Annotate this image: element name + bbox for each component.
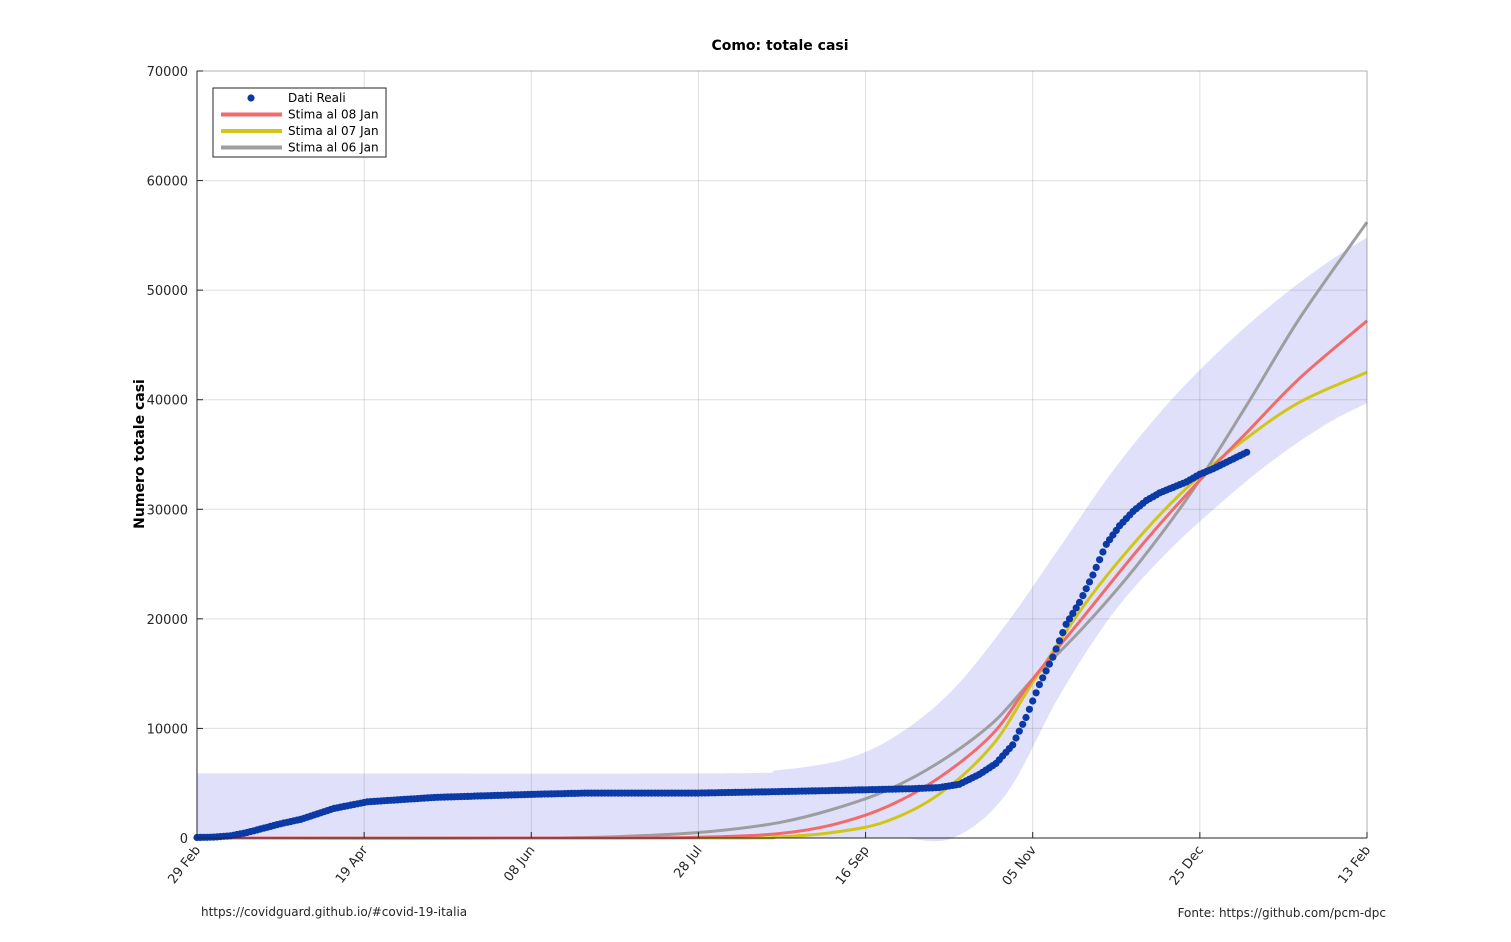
legend-label: Stima al 06 Jan xyxy=(288,141,379,155)
data-point xyxy=(1243,448,1251,456)
chart-title: Como: totale casi xyxy=(711,38,848,54)
data-point xyxy=(1072,604,1080,612)
y-tick-label: 50000 xyxy=(147,284,188,299)
legend-label: Stima al 08 Jan xyxy=(288,108,379,122)
data-point xyxy=(1075,598,1084,607)
x-tick-label: 08 Jun xyxy=(501,843,538,885)
x-tick-label: 13 Feb xyxy=(1335,843,1374,887)
y-axis-label: Numero totale casi xyxy=(132,379,148,529)
data-point xyxy=(1065,615,1074,623)
data-point xyxy=(1042,667,1050,675)
data-point xyxy=(1039,674,1047,682)
y-tick-label: 0 xyxy=(180,832,188,847)
data-point xyxy=(1055,637,1064,645)
legend-label: Dati Reali xyxy=(288,91,346,105)
footer-source-link: https://covidguard.github.io/#covid-19-i… xyxy=(201,905,468,919)
y-tick-label: 60000 xyxy=(147,175,188,190)
data-point xyxy=(1029,697,1037,705)
x-tick-label: 19 Apr xyxy=(333,843,372,887)
data-point xyxy=(1069,609,1077,618)
data-point xyxy=(1099,548,1107,556)
legend: Dati Reali Stima al 08 Jan Stima al 07 Jan… xyxy=(212,87,387,158)
legend-marker xyxy=(247,94,255,102)
data-point xyxy=(1089,571,1097,579)
data-point xyxy=(1035,681,1043,689)
data-point xyxy=(1052,645,1060,653)
legend-label: Stima al 07 Jan xyxy=(288,124,379,138)
data-point xyxy=(1096,556,1104,564)
data-point xyxy=(1079,592,1087,600)
x-tick-label: 29 Feb xyxy=(165,843,204,887)
y-tick-label: 10000 xyxy=(147,722,188,737)
data-point xyxy=(1062,620,1070,628)
data-point xyxy=(1009,741,1017,749)
confidence-band-area xyxy=(197,237,1367,842)
x-tick-label: 25 Dec xyxy=(1167,843,1207,888)
data-point xyxy=(1019,720,1027,728)
data-point xyxy=(1012,734,1020,742)
data-point xyxy=(1059,629,1067,637)
y-tick-label: 70000 xyxy=(147,65,188,80)
data-point xyxy=(1049,653,1057,661)
y-tick-label: 20000 xyxy=(147,613,188,628)
data-point xyxy=(1082,585,1090,593)
x-tick-label: 05 Nov xyxy=(1000,843,1040,889)
data-point xyxy=(1025,705,1033,713)
footer-data-source: Fonte: https://github.com/pcm-dpc xyxy=(1177,906,1386,920)
data-point xyxy=(1085,578,1094,586)
x-tick-label: 28 Jul xyxy=(671,843,705,881)
data-point xyxy=(1032,689,1040,697)
y-tick-label: 30000 xyxy=(147,503,188,518)
y-tick-label: 40000 xyxy=(147,394,188,409)
x-tick-label: 16 Sep xyxy=(833,843,873,888)
data-point xyxy=(1092,563,1100,572)
confidence-band xyxy=(197,237,1367,842)
data-point xyxy=(1015,727,1023,735)
data-point xyxy=(1045,660,1053,668)
data-point xyxy=(1022,713,1030,722)
